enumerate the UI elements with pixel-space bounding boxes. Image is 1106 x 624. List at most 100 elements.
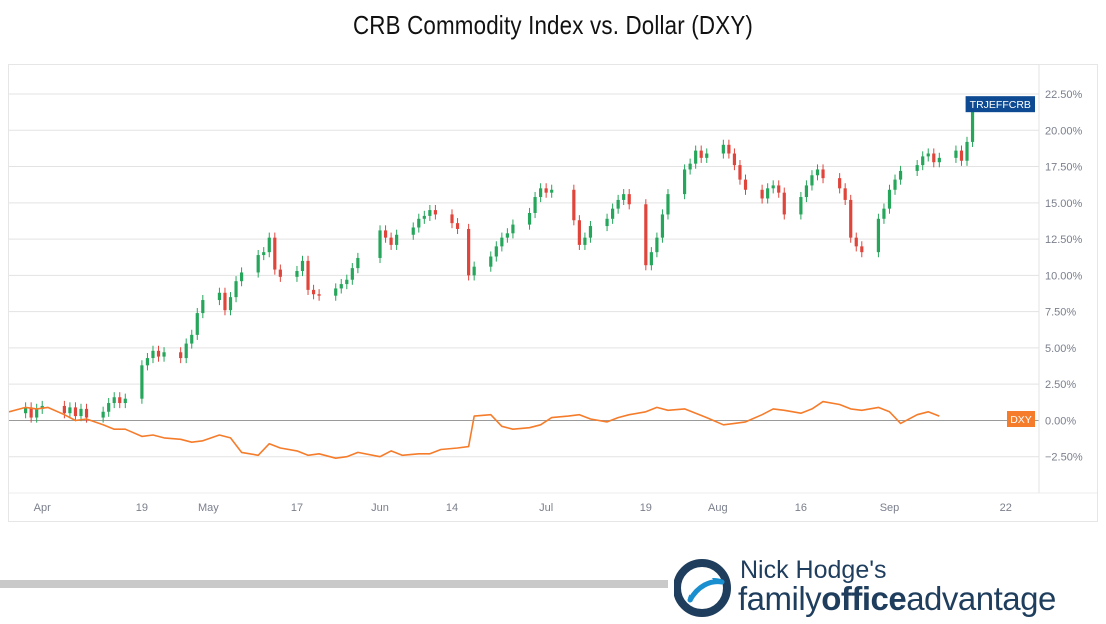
chart-canvas[interactable]: 22.50% 20.00% 17.50% 15.00% 12.50% 10.00% 7.50…	[9, 65, 1097, 521]
candle-body	[627, 194, 631, 205]
x-tick-label: Aug	[708, 502, 728, 514]
candle-body	[500, 237, 504, 247]
candle-body	[539, 188, 543, 198]
candle-body	[295, 271, 299, 277]
x-tick-label: 19	[136, 502, 148, 514]
candle-body	[24, 407, 28, 414]
candle-body	[35, 408, 39, 418]
candle-body	[118, 397, 122, 404]
candle-body	[699, 150, 703, 158]
candle-body	[201, 300, 205, 314]
candle-body	[799, 197, 803, 215]
candle-body	[932, 153, 936, 163]
candle-body	[79, 408, 83, 417]
candle-body	[378, 230, 382, 258]
candle-body	[605, 218, 609, 227]
candle-body	[843, 188, 847, 200]
y-tick-label: 12.50%	[1045, 234, 1083, 246]
x-tick-label: 17	[291, 502, 303, 514]
brand-logo: Nick Hodge's familyofficeadvantage	[672, 556, 1102, 620]
candle-body	[611, 208, 615, 219]
y-tick-label: 20.00%	[1045, 125, 1083, 137]
candle-body	[450, 214, 454, 224]
candle-body	[893, 179, 897, 190]
candle-body	[588, 226, 593, 238]
candle-body	[544, 188, 548, 193]
candle-body	[572, 189, 576, 221]
candle-body	[494, 246, 498, 257]
candle-body	[334, 288, 338, 296]
candle-body	[583, 237, 587, 245]
candle-body	[84, 408, 89, 418]
candle-body	[804, 185, 809, 198]
candle-body	[112, 397, 116, 404]
candle-body	[577, 220, 581, 245]
candle-body	[140, 365, 144, 399]
candle-body	[511, 224, 515, 234]
x-tick-label: Sep	[880, 502, 900, 514]
y-tick-label: 10.00%	[1045, 270, 1083, 282]
candle-body	[821, 169, 825, 179]
candle-body	[898, 170, 903, 180]
candle-body	[162, 352, 166, 357]
candle-body	[505, 233, 509, 238]
candle-body	[854, 237, 858, 247]
candle-body	[29, 407, 33, 418]
chart-panel[interactable]: 22.50% 20.00% 17.50% 15.00% 12.50% 10.00% 7.50…	[8, 64, 1098, 522]
candle-body	[727, 144, 731, 154]
candle-body	[954, 150, 958, 158]
candle-body	[278, 269, 282, 277]
candle-body	[306, 260, 310, 290]
candle-body	[472, 266, 476, 276]
candle-body	[887, 189, 892, 209]
y-tick-label: 15.00%	[1045, 198, 1083, 210]
candle-body	[660, 214, 665, 238]
y-tick-label: 22.50%	[1045, 89, 1083, 101]
candle-body	[815, 169, 820, 176]
candle-body	[743, 179, 748, 190]
footer-divider-bar	[0, 580, 668, 588]
candle-body	[428, 210, 432, 216]
tag-label-dxy: DXY	[1010, 414, 1032, 426]
candle-body	[345, 279, 349, 285]
candle-body	[395, 234, 399, 245]
candle-body	[101, 411, 105, 418]
x-tick-label: Jul	[539, 502, 553, 514]
candle-body	[311, 289, 316, 295]
candle-body	[721, 144, 725, 154]
brand-line2: familyofficeadvantage	[738, 580, 1056, 618]
x-tick-label: 16	[795, 502, 807, 514]
brand-line1: Nick Hodge's	[740, 556, 887, 584]
series-line-dxy	[9, 400, 940, 459]
candle-body	[527, 212, 532, 225]
candle-body	[533, 197, 537, 213]
brand-word-advantage: advantage	[906, 580, 1056, 617]
candle-body	[239, 272, 244, 282]
candle-body	[965, 141, 969, 161]
x-tick-label: May	[198, 502, 219, 514]
candle-body	[107, 403, 111, 412]
candle-body	[738, 165, 742, 180]
brand-word-office: office	[821, 580, 907, 617]
candle-body	[417, 218, 421, 228]
x-tick-label: 19	[640, 502, 652, 514]
candle-body	[350, 268, 354, 280]
candle-body	[489, 256, 493, 267]
candle-body	[849, 199, 853, 238]
candle-body	[959, 150, 964, 161]
chart-title: CRB Commodity Index vs. Dollar (DXY)	[352, 10, 754, 40]
candle-body	[256, 255, 260, 273]
y-tick-label: 17.50%	[1045, 162, 1083, 174]
candle-body	[550, 189, 554, 193]
candle-body	[300, 260, 305, 272]
candle-body	[262, 252, 266, 256]
y-tick-label: 7.50%	[1045, 307, 1076, 319]
candle-body	[782, 192, 786, 215]
candle-body	[915, 165, 919, 171]
candle-body	[810, 175, 814, 186]
candle-body	[389, 237, 393, 245]
candle-body	[433, 210, 437, 215]
candle-body	[145, 358, 150, 366]
candle-body	[223, 292, 227, 311]
candle-body	[455, 223, 460, 229]
